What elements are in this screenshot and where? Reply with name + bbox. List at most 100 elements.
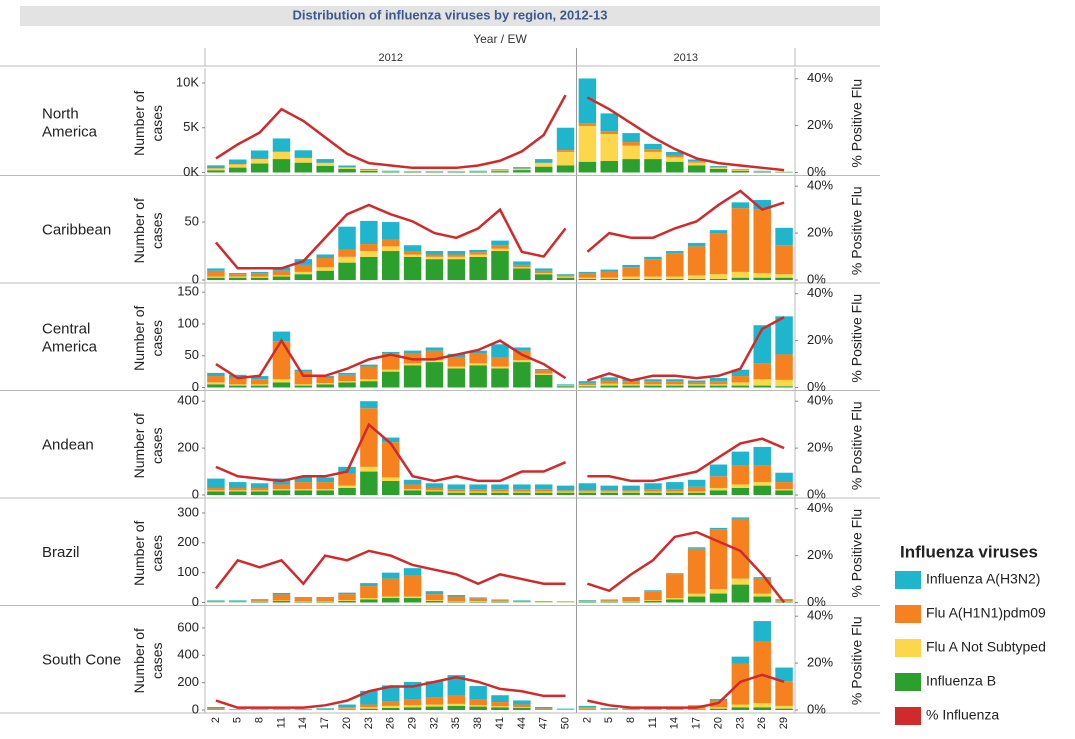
bar-segment	[469, 700, 486, 705]
bar-segment	[404, 484, 421, 489]
bar-segment	[688, 246, 705, 275]
bar-segment	[666, 155, 683, 157]
bar-segment	[382, 481, 399, 495]
bar-segment	[732, 208, 749, 272]
bar-segment	[229, 274, 246, 276]
y-tick-label: 0	[192, 594, 199, 609]
bar-segment	[732, 278, 749, 280]
bar-segment	[753, 379, 770, 385]
bar-segment	[360, 586, 377, 598]
bar-segment	[579, 123, 596, 126]
bar-segment	[448, 602, 465, 603]
y2-tick-label: 40%	[807, 500, 833, 515]
bar-segment	[360, 170, 377, 171]
bar-segment	[229, 601, 246, 602]
bar-segment	[644, 259, 661, 276]
bar-segment	[338, 707, 355, 708]
bar-segment	[688, 487, 705, 492]
bar-segment	[448, 704, 465, 706]
bar-segment	[491, 489, 508, 491]
bar-segment	[360, 365, 377, 367]
bar-segment	[338, 375, 355, 381]
bar-segment	[579, 273, 596, 278]
bar-segment	[273, 489, 290, 490]
bar-segment	[426, 362, 443, 387]
bar-segment	[469, 686, 486, 700]
bar-segment	[360, 251, 377, 257]
bar-segment	[295, 490, 312, 495]
bar-segment	[469, 365, 486, 387]
bar-segment	[316, 598, 333, 601]
bar-segment	[360, 705, 377, 708]
bar-segment	[688, 275, 705, 278]
bar-segment	[753, 703, 770, 707]
bar-segment	[360, 598, 377, 599]
bar-segment	[688, 165, 705, 172]
bar-segment	[644, 277, 661, 279]
bar-segment	[710, 274, 727, 279]
bar-segment	[666, 253, 683, 276]
bar-segment	[732, 517, 749, 518]
bar-segment	[644, 489, 661, 491]
x-tick-label: 23	[734, 717, 746, 729]
bar-segment	[382, 598, 399, 602]
bar-segment	[382, 477, 399, 481]
bar-segment	[491, 491, 508, 492]
bar-segment	[251, 386, 268, 388]
bar-segment	[229, 386, 246, 388]
bar-segment	[688, 709, 705, 710]
y-tick-label: 200	[177, 534, 199, 549]
bar-segment	[448, 484, 465, 489]
bar-segment	[360, 401, 377, 408]
bar-segment	[338, 474, 355, 486]
bar-segment	[229, 491, 246, 495]
bar-segment	[273, 379, 290, 382]
bar-segment	[710, 699, 727, 700]
bar-segment	[491, 344, 508, 357]
bar-segment	[273, 275, 290, 276]
bar-segment	[775, 681, 792, 706]
bar-segment	[622, 486, 639, 491]
bar-segment	[316, 490, 333, 495]
bar-segment	[426, 490, 443, 491]
bar-segment	[338, 257, 355, 263]
bar-segment	[622, 146, 639, 159]
bar-segment	[644, 590, 661, 591]
bar-segment	[753, 597, 770, 603]
bar-segment	[710, 528, 727, 529]
bar-segment	[316, 477, 333, 482]
y2-tick-label: 40%	[807, 285, 833, 300]
bar-segment	[426, 591, 443, 594]
y-tick-label: 10K	[176, 74, 199, 89]
bar-segment	[732, 202, 749, 208]
bar-segment	[557, 490, 574, 491]
bar-segment	[207, 271, 224, 277]
y2-tick-label: 20%	[807, 655, 833, 670]
bar-segment	[360, 257, 377, 280]
bar-segment	[360, 171, 377, 173]
bar-segment	[316, 383, 333, 384]
bar-segment	[579, 600, 596, 601]
bar-segment	[316, 255, 333, 258]
x-tick-label: 47	[538, 717, 550, 729]
bar-segment	[753, 482, 770, 486]
bar-segment	[404, 245, 421, 251]
bar-segment	[579, 381, 596, 383]
bar-segment	[207, 479, 224, 488]
bar-segment	[360, 169, 377, 170]
bar-segment	[513, 493, 530, 495]
y2-axis-title: % Positive Flu	[849, 509, 865, 598]
bar-segment	[338, 166, 355, 168]
bar-segment	[710, 476, 727, 488]
bar-segment	[644, 386, 661, 388]
bar-segment	[732, 170, 749, 171]
bar-segment	[688, 493, 705, 495]
bar-segment	[469, 255, 486, 257]
bar-segment	[338, 705, 355, 708]
bar-segment	[469, 250, 486, 252]
bar-segment	[601, 486, 618, 491]
bar-segment	[732, 657, 749, 664]
